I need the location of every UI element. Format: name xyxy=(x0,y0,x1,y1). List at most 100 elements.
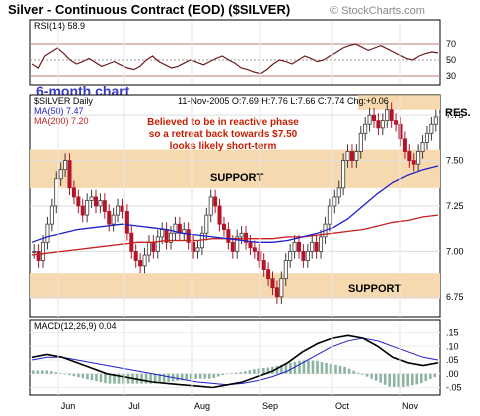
macd-hist-bar xyxy=(347,368,351,374)
macd-hist-bar xyxy=(59,373,62,374)
candle-body xyxy=(45,223,50,243)
candle-body xyxy=(402,138,407,152)
candle-body xyxy=(429,123,434,134)
candle-body xyxy=(191,241,196,252)
candle-body xyxy=(182,229,187,234)
macd-hist-bar xyxy=(72,373,76,377)
month-tick: Jun xyxy=(61,401,76,411)
candle-body xyxy=(151,241,156,252)
candle-body xyxy=(345,151,350,161)
macd-hist-bar xyxy=(54,372,58,374)
price-tick: 7.50 xyxy=(446,156,464,166)
macd-hist-bar xyxy=(63,373,67,375)
macd-hist-bar xyxy=(207,373,211,379)
candle-body xyxy=(257,251,262,261)
macd-hist-bar xyxy=(41,370,44,374)
macd-hist-bar xyxy=(77,373,80,378)
macd-tick: .15 xyxy=(446,328,459,338)
month-tick: Aug xyxy=(194,401,210,411)
macd-hist-bar xyxy=(235,372,238,374)
candle-body xyxy=(252,247,257,252)
macd-hist-bar xyxy=(32,370,35,374)
candle-body xyxy=(138,260,143,267)
macd-hist-bar xyxy=(216,373,220,377)
candle-body xyxy=(389,109,394,122)
macd-hist-bar xyxy=(162,373,166,383)
macd-hist-bar xyxy=(221,373,225,376)
candle-body xyxy=(332,196,337,207)
macd-hist-bar xyxy=(108,373,112,384)
candle-body xyxy=(133,251,138,261)
candle-body xyxy=(71,187,76,198)
candle-body xyxy=(376,120,381,129)
price-tick: 7.75 xyxy=(446,110,464,120)
candle-body xyxy=(319,236,324,252)
candle-body xyxy=(230,241,235,252)
support-lower-label: SUPPORT xyxy=(348,283,401,295)
support-band xyxy=(30,273,440,299)
macd-hist-bar xyxy=(361,373,364,375)
candle-body xyxy=(142,254,147,267)
candle-body xyxy=(67,160,72,189)
candle-body xyxy=(301,251,306,261)
macd-hist-bar xyxy=(68,373,71,376)
candle-body xyxy=(411,160,416,165)
candle-body xyxy=(102,200,107,212)
candle-body xyxy=(221,223,226,231)
macd-hist-bar xyxy=(117,373,121,384)
candle-body xyxy=(32,251,37,253)
candle-body xyxy=(310,241,315,252)
macd-hist-bar xyxy=(406,373,410,387)
price-tick: 7.00 xyxy=(446,246,464,256)
candle-body xyxy=(266,269,271,280)
candle-body xyxy=(111,214,116,225)
macd-hist-bar xyxy=(126,373,130,384)
candle-body xyxy=(146,241,151,256)
candle-body xyxy=(433,116,438,125)
macd-hist-bar xyxy=(253,369,256,374)
candle-body xyxy=(372,114,377,122)
macd-tick: -.05 xyxy=(446,383,462,393)
resistance-band xyxy=(358,95,440,110)
support-band xyxy=(30,149,440,188)
candle-body xyxy=(244,232,249,243)
candle-body xyxy=(186,229,191,243)
macd-hist-bar xyxy=(379,373,382,383)
macd-hist-bar xyxy=(410,373,414,386)
candle-body xyxy=(49,205,54,225)
candle-body xyxy=(292,241,297,252)
macd-tick: .10 xyxy=(446,341,459,351)
macd-hist-bar xyxy=(36,370,40,374)
macd-hist-bar xyxy=(244,371,247,374)
ma200-line xyxy=(31,214,439,256)
macd-hist-bar xyxy=(370,373,373,379)
candle-body xyxy=(160,229,165,238)
macd-hist-bar xyxy=(149,373,152,384)
macd-hist-bar xyxy=(185,373,188,380)
macd-hist-bar xyxy=(275,365,279,374)
candle-body xyxy=(420,142,425,152)
macd-hist-bar xyxy=(298,360,301,374)
candle-body xyxy=(296,241,301,252)
month-axis: Jun Jul Aug Sep Oct Nov xyxy=(57,22,419,411)
candle-body xyxy=(195,247,200,252)
candle-body xyxy=(85,200,90,216)
candle-body xyxy=(89,196,94,201)
macd-hist-bar xyxy=(433,373,437,378)
candle-body xyxy=(116,205,121,216)
macd-hist-bar xyxy=(104,373,107,384)
candle-body xyxy=(288,251,293,261)
macd-hist-bar xyxy=(302,360,306,374)
price-tick: 7.25 xyxy=(446,201,464,211)
macd-hist-bar xyxy=(144,373,148,384)
macd-hist-bar xyxy=(95,373,98,382)
macd-hist-bar xyxy=(374,373,378,381)
month-tick: Nov xyxy=(402,401,419,411)
candle-body xyxy=(327,205,332,225)
candle-body xyxy=(354,151,359,161)
macd-hist-bar xyxy=(397,373,400,387)
macd-hist-bar xyxy=(316,360,319,374)
macd-hist-bar xyxy=(90,373,94,381)
support-resistance-bands xyxy=(30,95,440,299)
rsi-panel xyxy=(29,19,441,86)
